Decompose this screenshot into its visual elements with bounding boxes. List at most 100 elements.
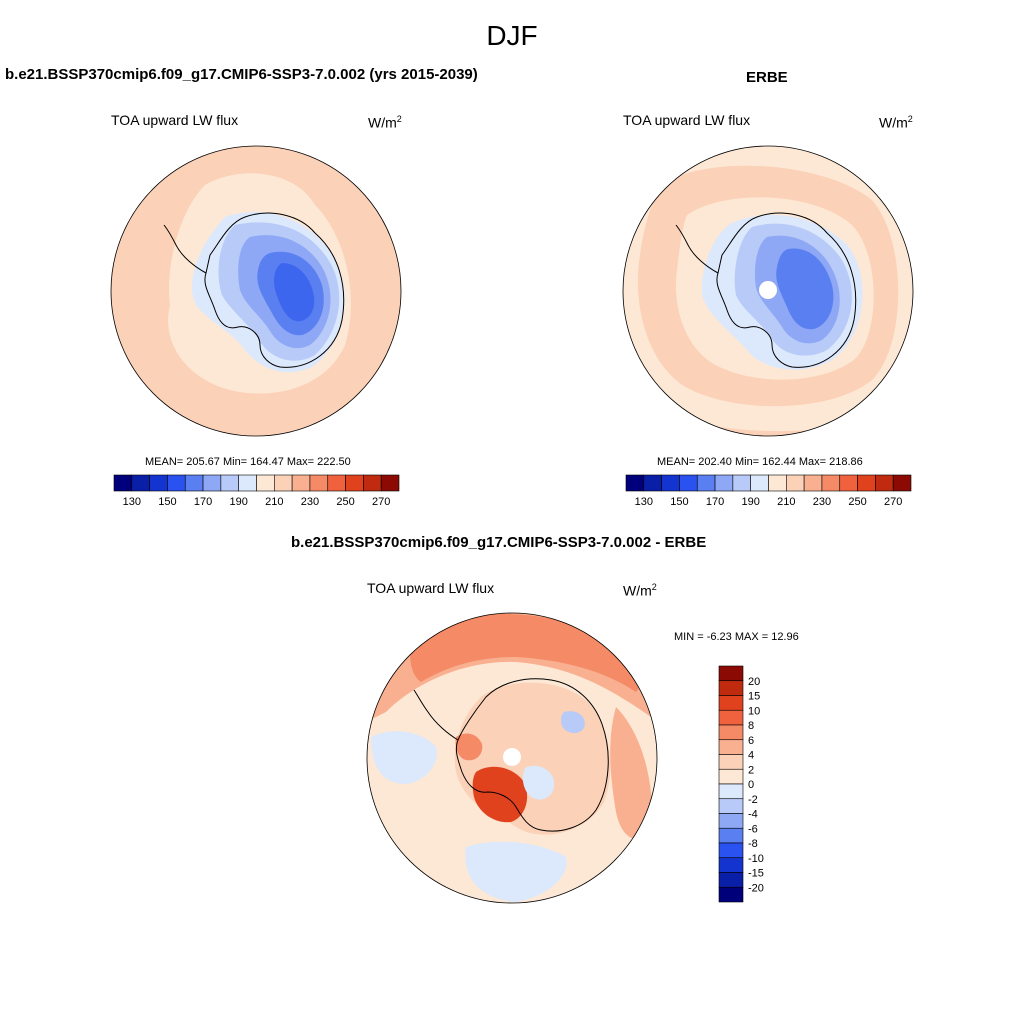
diff-antarctic-coastline (455, 678, 609, 832)
model-antarctic-peninsula (163, 224, 207, 274)
colorbar-tick-label: 210 (777, 496, 795, 508)
colorbar-cell (839, 474, 858, 492)
diff-colorbar-tick-label: 10 (748, 705, 760, 717)
diff-stats: MIN = -6.23 MAX = 12.96 (674, 631, 799, 643)
colorbar-cell (309, 474, 329, 492)
colorbar-cell (732, 474, 751, 492)
diff-colorbar-tick-label: 0 (748, 779, 754, 791)
colorbar-tick-label: 270 (884, 496, 902, 508)
diff-missing-data-pole (503, 748, 521, 766)
colorbar-tick-label: 190 (230, 496, 248, 508)
diff-colorbar-tick-label: 8 (748, 720, 754, 732)
diff-colorbar-cell (718, 754, 744, 770)
colorbar-cell (363, 474, 382, 492)
diff-colorbar-tick-label: 2 (748, 764, 754, 776)
colorbar-cell (643, 474, 662, 492)
colorbar-cell (892, 474, 912, 492)
colorbar-cell (327, 474, 346, 492)
diff-pos-east-band (610, 707, 652, 840)
diff-colorbar-cell (718, 813, 744, 829)
diff-neg-east-patch (560, 711, 585, 734)
obs-panel-title: ERBE (746, 69, 788, 86)
diff-colorbar-cell (718, 709, 744, 726)
colorbar-tick-label: 250 (336, 496, 354, 508)
colorbar-cell (345, 474, 364, 492)
colorbar-cell (750, 474, 769, 492)
colorbar-cell (167, 474, 186, 492)
diff-pos-ross-inner (455, 733, 483, 761)
model-map-boundary (110, 145, 402, 437)
obs-units-label: W/m2 (879, 114, 913, 131)
diff-colorbar-tick-label: 4 (748, 750, 754, 762)
diff-polar-map (366, 612, 658, 904)
colorbar-cell (821, 474, 841, 492)
colorbar-tick-label: 170 (706, 496, 724, 508)
colorbar-tick-label: 250 (848, 496, 866, 508)
diff-colorbar-tick-label: 6 (748, 735, 754, 747)
diff-neg-center-patch (522, 765, 555, 800)
colorbar-tick-label: 150 (670, 496, 688, 508)
colorbar-cell (696, 474, 716, 492)
model-panel-title: b.e21.BSSP370cmip6.f09_g17.CMIP6-SSP3-7.… (5, 66, 478, 83)
colorbar-cell (113, 474, 133, 492)
diff-colorbar-cell (718, 724, 744, 741)
colorbar-tick-label: 230 (301, 496, 319, 508)
obs-stats: MEAN= 202.40 Min= 162.44 Max= 218.86 (657, 456, 863, 468)
diff-colorbar-cell (718, 783, 744, 800)
colorbar-cell (875, 474, 894, 492)
diff-antarctic-peninsula (413, 689, 459, 741)
obs-map-boundary (622, 145, 914, 437)
model-stats: MEAN= 205.67 Min= 164.47 Max= 222.50 (145, 456, 351, 468)
colorbar-cell (803, 474, 823, 492)
obs-antarctic-peninsula (675, 224, 719, 274)
diff-neg-west-patch (371, 731, 437, 784)
diff-colorbar-cell (718, 695, 744, 711)
diff-colorbar-cell (718, 857, 744, 873)
diff-colorbar-cell (718, 886, 744, 903)
diff-panel-title: b.e21.BSSP370cmip6.f09_g17.CMIP6-SSP3-7.… (291, 534, 707, 551)
diff-colorbar-tick-label: -15 (748, 868, 764, 880)
diff-map-boundary (366, 612, 658, 904)
obs-variable-label: TOA upward LW flux (623, 112, 751, 128)
diff-colorbar-cell (718, 739, 744, 755)
colorbar-cell (131, 474, 150, 492)
model-contour-ice5 (274, 263, 315, 322)
colorbar-tick-label: 230 (813, 496, 831, 508)
diff-colorbar-tick-label: -2 (748, 794, 758, 806)
diff-colorbar-tick-label: 20 (748, 676, 760, 688)
diff-colorbar-tick-label: -8 (748, 838, 758, 850)
diff-colorbar-cell (718, 842, 744, 859)
obs-polar-map (622, 145, 914, 437)
diff-colorbar-cell (718, 768, 744, 785)
model-colorbar: 130 150 170 190 210 230 250 270 (113, 474, 400, 508)
colorbar-cell (679, 474, 698, 492)
colorbar-cell (291, 474, 311, 492)
colorbar-cell (857, 474, 876, 492)
colorbar-tick-label: 130 (123, 496, 141, 508)
model-units-label: W/m2 (368, 114, 402, 131)
colorbar-cell (786, 474, 805, 492)
diff-units-label: W/m2 (623, 582, 657, 599)
diff-pos-north-inner (410, 613, 642, 692)
colorbar-cell (202, 474, 222, 492)
season-title: DJF (486, 20, 538, 51)
colorbar-tick-label: 210 (265, 496, 283, 508)
colorbar-tick-label: 130 (635, 496, 653, 508)
diff-colorbar-tick-label: -10 (748, 853, 764, 865)
diff-colorbar-cell (718, 827, 744, 844)
colorbar-cell (661, 474, 680, 492)
diff-colorbar-cell (718, 798, 744, 814)
colorbar-cell (184, 474, 204, 492)
obs-contour-ice4 (776, 248, 834, 330)
diff-colorbar-cell (718, 665, 744, 682)
colorbar-cell (238, 474, 257, 492)
model-antarctic-coastline (204, 212, 345, 368)
diff-colorbar-cell (718, 872, 744, 888)
diff-neg-south-patch (465, 841, 567, 902)
colorbar-tick-label: 270 (372, 496, 390, 508)
obs-antarctic-coastline (716, 212, 857, 368)
colorbar-cell (256, 474, 275, 492)
model-variable-label: TOA upward LW flux (111, 112, 239, 128)
colorbar-tick-label: 150 (158, 496, 176, 508)
